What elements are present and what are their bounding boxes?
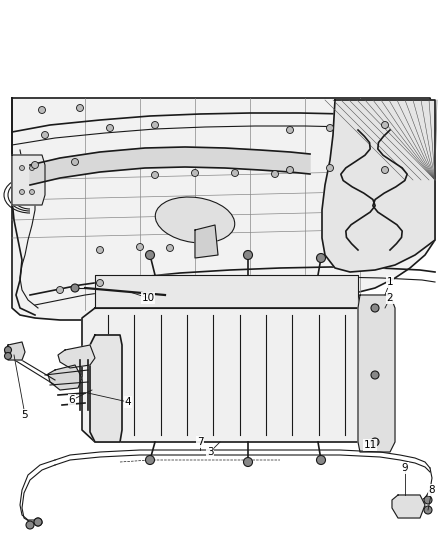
Circle shape [326,125,333,132]
Circle shape [424,496,432,504]
Polygon shape [358,295,395,452]
Polygon shape [322,100,435,272]
Polygon shape [82,308,368,442]
Polygon shape [195,225,218,258]
Polygon shape [30,158,60,185]
Polygon shape [58,345,95,368]
Circle shape [137,244,144,251]
Circle shape [4,352,11,359]
Text: 10: 10 [141,293,155,303]
Polygon shape [392,495,425,518]
Text: 3: 3 [207,447,213,457]
Text: 1: 1 [387,277,393,287]
Polygon shape [12,155,45,205]
Circle shape [166,245,173,252]
Circle shape [96,246,103,254]
Circle shape [57,287,64,294]
Circle shape [34,518,42,526]
Polygon shape [12,98,435,320]
Circle shape [326,165,333,172]
Circle shape [20,166,25,171]
Circle shape [152,172,159,179]
Circle shape [20,190,25,195]
Circle shape [152,122,159,128]
Circle shape [317,254,325,262]
Polygon shape [95,275,358,308]
Circle shape [42,132,49,139]
Ellipse shape [155,197,235,243]
Circle shape [232,169,239,176]
Circle shape [191,169,198,176]
Circle shape [244,457,252,466]
Circle shape [29,166,35,171]
Text: 7: 7 [197,437,203,447]
Circle shape [106,125,113,132]
Polygon shape [145,147,185,168]
Polygon shape [260,150,290,172]
Polygon shape [225,148,260,170]
Circle shape [34,518,42,526]
Text: 11: 11 [364,440,377,450]
Circle shape [424,506,432,514]
Circle shape [39,107,46,114]
Circle shape [29,190,35,195]
Polygon shape [90,335,122,442]
Circle shape [71,284,79,292]
Circle shape [371,304,379,312]
Circle shape [145,251,155,260]
Circle shape [26,521,34,529]
Circle shape [317,456,325,464]
Circle shape [71,158,78,166]
Polygon shape [100,148,145,172]
Text: 6: 6 [69,395,75,405]
Circle shape [77,104,84,111]
Circle shape [4,346,11,353]
Circle shape [145,456,155,464]
Polygon shape [185,147,225,168]
Text: 8: 8 [429,485,435,495]
Polygon shape [290,152,310,174]
Circle shape [371,438,379,446]
Text: 4: 4 [125,397,131,407]
Polygon shape [5,342,25,360]
Circle shape [286,166,293,174]
Text: 2: 2 [387,293,393,303]
Circle shape [381,122,389,128]
Circle shape [96,279,103,287]
Text: 9: 9 [402,463,408,473]
Circle shape [381,166,389,174]
Polygon shape [60,152,100,178]
Circle shape [32,161,39,168]
Polygon shape [48,365,82,390]
Circle shape [371,371,379,379]
Circle shape [272,171,279,177]
Text: 5: 5 [22,410,28,420]
Circle shape [286,126,293,133]
Circle shape [244,251,252,260]
